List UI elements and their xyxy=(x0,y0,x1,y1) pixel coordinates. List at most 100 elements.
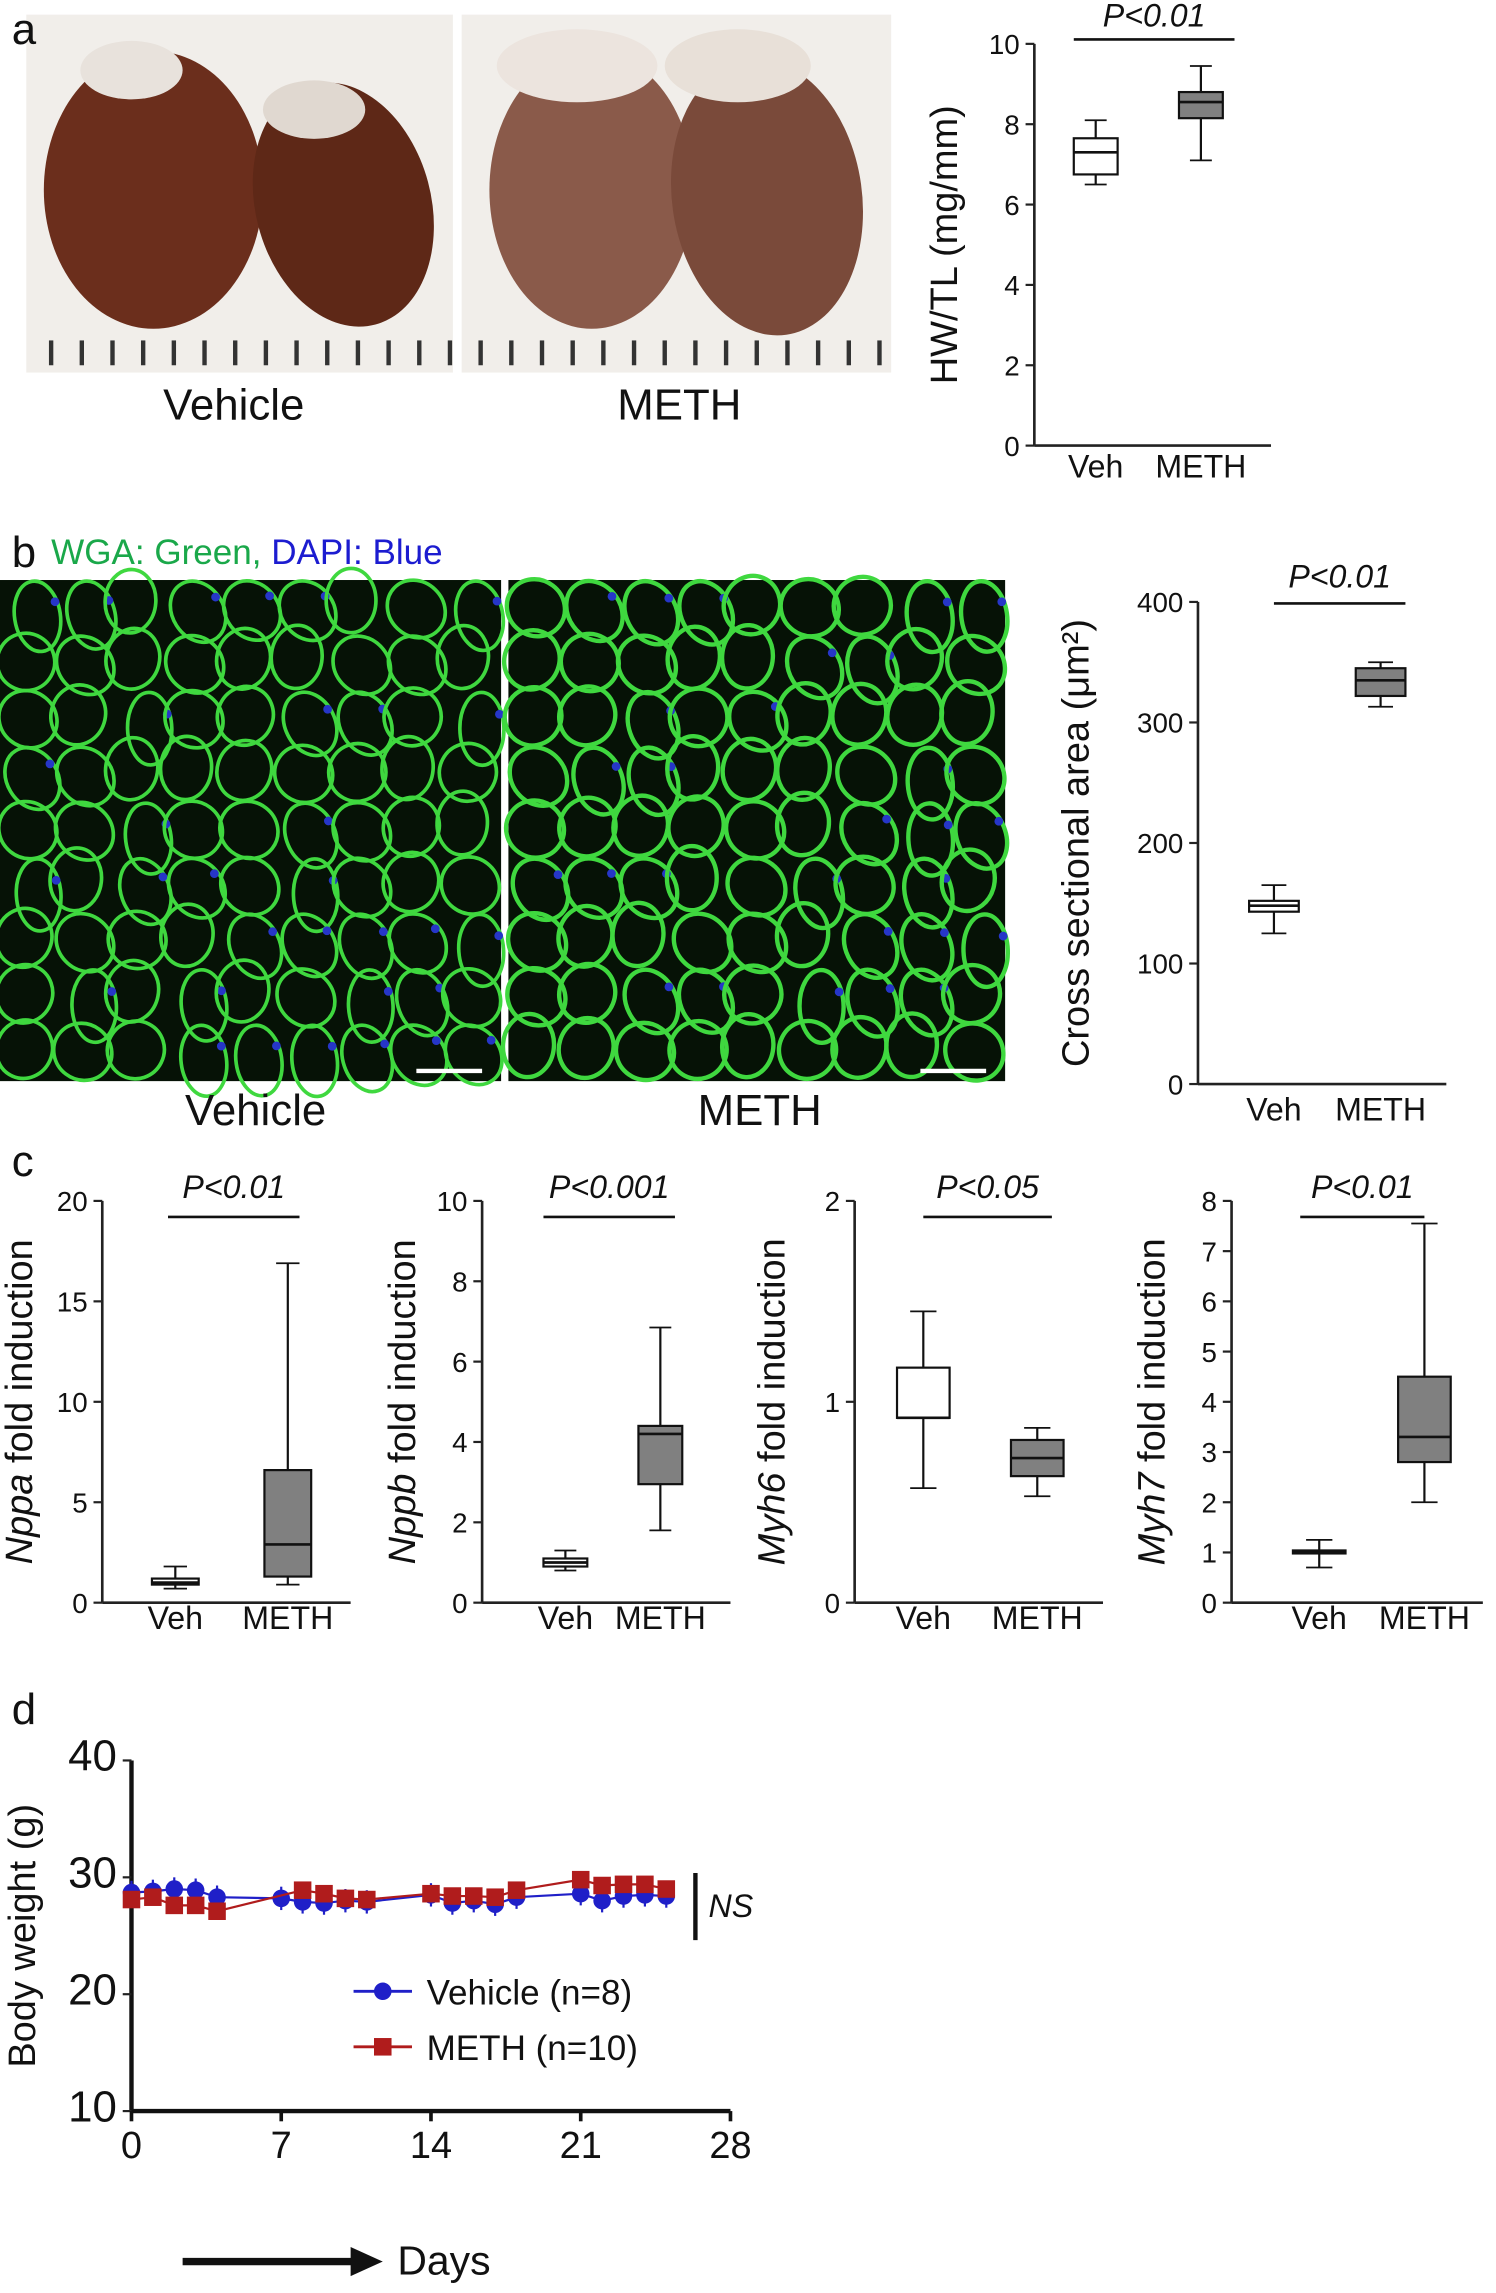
x-tick-label: METH xyxy=(615,1600,706,1636)
cell-outline xyxy=(103,567,158,635)
point xyxy=(571,1884,590,1903)
y-axis-label-gene: Nppa xyxy=(0,1474,41,1565)
x-tick-label: 14 xyxy=(410,2125,452,2167)
y-tick-label: 100 xyxy=(1137,949,1183,980)
cell-outline xyxy=(291,857,340,934)
nucleus xyxy=(217,986,226,996)
y-axis-label: Cross sectional area (μm²) xyxy=(1055,619,1097,1067)
cell-outline xyxy=(504,576,568,639)
cell-outline xyxy=(556,1015,616,1081)
x-tick-label: Veh xyxy=(148,1600,203,1636)
photo-label: Vehicle xyxy=(185,1086,326,1135)
micrographs xyxy=(0,566,1011,1099)
panel-label: c xyxy=(12,1137,34,1186)
cell-outline xyxy=(939,847,997,914)
nucleus xyxy=(431,1036,441,1046)
cell-outline xyxy=(289,1023,340,1099)
cell-outline xyxy=(178,1023,229,1098)
cell-outline xyxy=(437,741,499,804)
point xyxy=(336,1889,355,1908)
stain-legend: WGA: Green, DAPI: Blue xyxy=(51,533,443,572)
legend-marker xyxy=(374,2038,392,2056)
cell-outline xyxy=(774,900,831,969)
box xyxy=(263,1469,313,1578)
legend-label: METH (n=10) xyxy=(427,2029,638,2068)
y-tick-label: 2 xyxy=(452,1508,467,1539)
box xyxy=(895,1366,951,1419)
nucleus xyxy=(209,869,219,878)
cell-outline xyxy=(721,573,783,637)
cell-outline xyxy=(233,1023,284,1098)
y-tick-label: 1 xyxy=(825,1387,840,1418)
point xyxy=(636,1875,654,1894)
cell-outline xyxy=(722,963,784,1026)
nucleus xyxy=(492,596,502,606)
cell-outline xyxy=(435,789,490,857)
y-tick-label: 5 xyxy=(1202,1337,1217,1368)
y-tick-label: 20 xyxy=(57,1186,88,1217)
cell-outline xyxy=(558,631,621,694)
cell-outline xyxy=(725,855,788,918)
nucleus xyxy=(827,648,837,658)
nucleus xyxy=(885,984,895,993)
cell-outline xyxy=(904,578,955,655)
cell-outline xyxy=(719,1012,776,1080)
nucleus xyxy=(553,870,563,880)
p-value: P<0.001 xyxy=(549,1169,670,1205)
point xyxy=(165,1880,184,1898)
point xyxy=(186,1881,205,1899)
cell-outline xyxy=(179,967,229,1043)
point xyxy=(358,1890,376,1909)
legend-marker xyxy=(374,1982,392,2001)
cell-outline xyxy=(719,622,776,691)
y-tick-label: 8 xyxy=(1004,109,1019,140)
cell-outline xyxy=(104,626,162,691)
y-tick-label: 6 xyxy=(1004,190,1019,221)
cell-outline xyxy=(677,579,736,647)
cell-outline xyxy=(385,578,448,640)
y-axis-label-gene: Nppb xyxy=(382,1474,424,1565)
y-axis-label-gene: Myh6 xyxy=(752,1472,794,1566)
y-tick-label: 5 xyxy=(72,1487,87,1518)
cell-outline xyxy=(103,735,160,802)
panel-label: d xyxy=(12,1685,36,1734)
cell-outline xyxy=(272,743,335,805)
cell-outline xyxy=(778,576,841,639)
cell-outline xyxy=(615,633,679,696)
y-tick-label: 2 xyxy=(1004,350,1019,381)
nucleus xyxy=(383,987,393,996)
y-tick-label: 0 xyxy=(1004,431,1019,462)
ns-label: NS xyxy=(709,1888,754,1924)
cell-outline xyxy=(105,1019,167,1081)
nucleus xyxy=(664,982,674,992)
point xyxy=(593,1891,611,1910)
cell-outline xyxy=(346,968,395,1044)
x-tick-label: 28 xyxy=(709,2125,751,2167)
cell-outline xyxy=(610,900,666,969)
cell-outline xyxy=(667,686,730,749)
cell-outline xyxy=(382,686,444,748)
cell-outline xyxy=(830,681,889,747)
x-tick-label: Veh xyxy=(896,1600,951,1636)
cell-outline xyxy=(0,906,54,970)
point xyxy=(571,1870,590,1889)
cell-outline xyxy=(275,967,337,1029)
y-tick-label: 15 xyxy=(57,1287,88,1318)
box xyxy=(637,1424,684,1486)
photo-label: METH xyxy=(617,380,741,429)
cell-outline xyxy=(671,911,734,975)
nucleus xyxy=(495,709,504,719)
point xyxy=(144,1888,162,1906)
nucleus xyxy=(45,759,55,769)
nucleus xyxy=(882,814,892,824)
box xyxy=(1397,1375,1452,1464)
y-axis-label-text: fold induction xyxy=(752,1238,794,1462)
photo-label: Vehicle xyxy=(163,380,304,429)
days-arrowhead xyxy=(350,2246,383,2277)
y-tick-label: 200 xyxy=(1137,828,1183,859)
point xyxy=(614,1875,633,1894)
nucleus xyxy=(494,931,504,941)
y-tick-label: 40 xyxy=(68,1732,117,1781)
cell-outline xyxy=(775,735,832,803)
nucleus xyxy=(943,820,953,830)
